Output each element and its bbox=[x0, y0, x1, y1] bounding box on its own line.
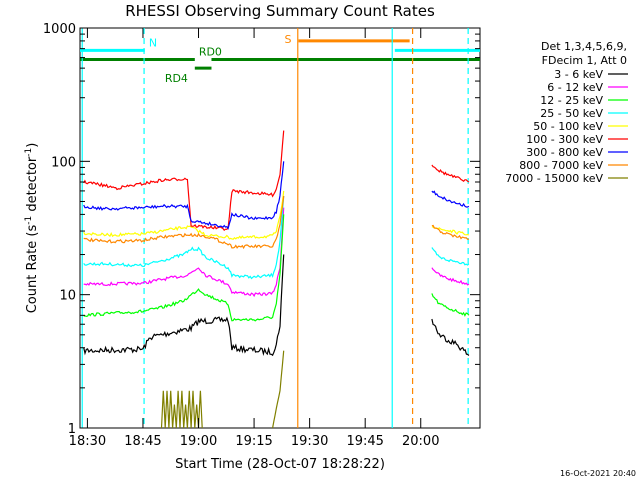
series-line bbox=[431, 293, 470, 317]
y-label-part: detector bbox=[25, 156, 40, 216]
y-ticks: 1 10 100 1000 bbox=[43, 22, 480, 437]
x-tick-label: 19:15 bbox=[235, 434, 272, 449]
series-line bbox=[83, 207, 285, 298]
legend-header-line: Det 1,3,4,5,6,9, bbox=[541, 40, 627, 53]
y-tick-label: 1 bbox=[68, 422, 76, 437]
series-line bbox=[83, 195, 285, 250]
series-line bbox=[160, 390, 203, 429]
series-line bbox=[431, 164, 470, 183]
series-line bbox=[83, 214, 285, 322]
x-tick-label: 20:00 bbox=[402, 434, 439, 449]
x-tick-label: 18:45 bbox=[124, 434, 161, 449]
y-label-sup: -1 bbox=[24, 216, 34, 225]
x-axis-label: Start Time (28-Oct-07 18:28:22) bbox=[175, 457, 385, 472]
series-line bbox=[83, 130, 285, 232]
legend-label: 50 - 100 keV bbox=[533, 120, 603, 133]
legend-header-line: FDecim 1, Att 0 bbox=[542, 54, 627, 67]
series-line bbox=[431, 247, 470, 266]
y-label-part: ) bbox=[25, 143, 40, 148]
legend: Det 1,3,4,5,6,9, FDecim 1, Att 0 3 - 6 k… bbox=[505, 40, 628, 185]
footer-date: 16-Oct-2021 20:40 bbox=[560, 469, 636, 478]
series-line bbox=[431, 318, 470, 356]
legend-label: 3 - 6 keV bbox=[554, 68, 603, 81]
legend-label: 12 - 25 keV bbox=[540, 94, 603, 107]
y-label-sup: -1 bbox=[24, 148, 34, 157]
plot-frame bbox=[79, 27, 481, 429]
legend-label: 6 - 12 keV bbox=[547, 81, 603, 94]
x-tick-label: 19:30 bbox=[291, 434, 328, 449]
y-tick-label: 100 bbox=[51, 155, 76, 170]
y-tick-label: 10 bbox=[59, 289, 76, 304]
series-line bbox=[431, 267, 470, 286]
y-axis-label: Count Rate (s-1 detector-1) bbox=[24, 143, 40, 314]
series-line bbox=[431, 190, 470, 208]
series-line bbox=[272, 350, 285, 429]
plot-area: N S RD0 RD4 1 10 100 1000 18:30 18:45 19:00 19:15… bbox=[43, 22, 481, 449]
x-tick-label: 19:45 bbox=[346, 434, 383, 449]
series-line bbox=[83, 190, 285, 240]
series-line bbox=[83, 254, 285, 357]
x-ticks: 18:30 18:45 19:00 19:15 19:30 19:45 20:00 bbox=[69, 28, 439, 449]
y-label-part: Count Rate (s bbox=[25, 225, 40, 314]
legend-label: 300 - 800 keV bbox=[526, 146, 603, 159]
series-line bbox=[431, 224, 469, 240]
x-tick-label: 19:00 bbox=[180, 434, 217, 449]
series-line bbox=[83, 195, 285, 280]
legend-label: 100 - 300 keV bbox=[526, 133, 603, 146]
series-line bbox=[83, 161, 285, 230]
series-lines bbox=[83, 130, 470, 429]
state-bar-label: S bbox=[285, 33, 292, 46]
chart-title: RHESSI Observing Summary Count Rates bbox=[125, 2, 435, 20]
x-tick-label: 18:30 bbox=[69, 434, 106, 449]
legend-label: 25 - 50 keV bbox=[540, 107, 603, 120]
event-lines bbox=[81, 28, 469, 428]
legend-label: 7000 - 15000 keV bbox=[505, 172, 603, 185]
legend-label: 800 - 7000 keV bbox=[519, 159, 603, 172]
y-tick-label: 1000 bbox=[43, 22, 76, 37]
state-bar-label: N bbox=[149, 36, 157, 49]
state-bar-label: RD0 bbox=[199, 46, 222, 59]
state-bar-label: RD4 bbox=[165, 72, 188, 85]
state-bars: N S RD0 RD4 bbox=[80, 33, 480, 85]
